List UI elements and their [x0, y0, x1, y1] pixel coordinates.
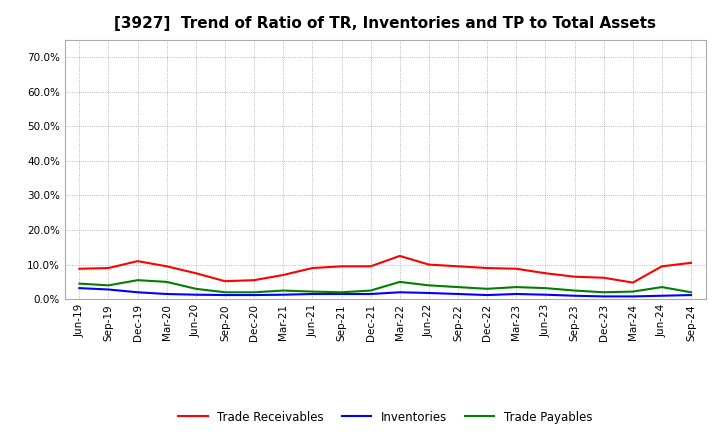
Trade Payables	[192, 286, 200, 291]
Trade Payables	[279, 288, 287, 293]
Trade Payables	[483, 286, 492, 291]
Trade Receivables	[366, 264, 375, 269]
Inventories	[454, 291, 462, 297]
Trade Receivables	[570, 274, 579, 279]
Inventories	[570, 293, 579, 298]
Inventories	[629, 294, 637, 299]
Trade Payables	[454, 284, 462, 290]
Trade Payables	[570, 288, 579, 293]
Trade Payables	[657, 284, 666, 290]
Line: Trade Payables: Trade Payables	[79, 280, 691, 292]
Trade Receivables	[133, 258, 142, 264]
Trade Receivables	[483, 265, 492, 271]
Inventories	[308, 291, 317, 297]
Trade Receivables	[163, 264, 171, 269]
Trade Payables	[133, 278, 142, 283]
Inventories	[541, 292, 550, 297]
Trade Payables	[366, 288, 375, 293]
Inventories	[687, 293, 696, 298]
Trade Payables	[250, 290, 258, 295]
Legend: Trade Receivables, Inventories, Trade Payables: Trade Receivables, Inventories, Trade Pa…	[174, 406, 597, 428]
Trade Receivables	[454, 264, 462, 269]
Trade Payables	[163, 279, 171, 285]
Trade Receivables	[629, 280, 637, 285]
Trade Receivables	[337, 264, 346, 269]
Inventories	[163, 291, 171, 297]
Inventories	[337, 291, 346, 297]
Inventories	[104, 287, 113, 292]
Inventories	[192, 292, 200, 297]
Trade Payables	[104, 283, 113, 288]
Trade Receivables	[599, 275, 608, 280]
Inventories	[279, 292, 287, 297]
Trade Payables	[220, 290, 229, 295]
Line: Trade Receivables: Trade Receivables	[79, 256, 691, 282]
Inventories	[657, 293, 666, 298]
Title: [3927]  Trend of Ratio of TR, Inventories and TP to Total Assets: [3927] Trend of Ratio of TR, Inventories…	[114, 16, 656, 32]
Inventories	[395, 290, 404, 295]
Trade Payables	[512, 284, 521, 290]
Trade Payables	[629, 289, 637, 294]
Trade Payables	[687, 290, 696, 295]
Inventories	[599, 294, 608, 299]
Inventories	[425, 290, 433, 296]
Trade Receivables	[687, 260, 696, 265]
Trade Receivables	[425, 262, 433, 267]
Trade Payables	[337, 290, 346, 295]
Inventories	[483, 293, 492, 298]
Inventories	[366, 291, 375, 297]
Trade Receivables	[308, 265, 317, 271]
Trade Payables	[395, 279, 404, 285]
Trade Payables	[599, 290, 608, 295]
Trade Receivables	[192, 271, 200, 276]
Inventories	[75, 286, 84, 291]
Line: Inventories: Inventories	[79, 288, 691, 297]
Trade Receivables	[512, 266, 521, 271]
Trade Payables	[425, 283, 433, 288]
Trade Receivables	[395, 253, 404, 259]
Trade Payables	[541, 286, 550, 291]
Trade Receivables	[657, 264, 666, 269]
Inventories	[512, 291, 521, 297]
Trade Payables	[75, 281, 84, 286]
Inventories	[250, 293, 258, 298]
Trade Receivables	[75, 266, 84, 271]
Trade Receivables	[220, 279, 229, 284]
Trade Payables	[308, 289, 317, 294]
Trade Receivables	[250, 278, 258, 283]
Trade Receivables	[541, 271, 550, 276]
Inventories	[220, 293, 229, 298]
Trade Receivables	[279, 272, 287, 278]
Trade Receivables	[104, 265, 113, 271]
Inventories	[133, 290, 142, 295]
